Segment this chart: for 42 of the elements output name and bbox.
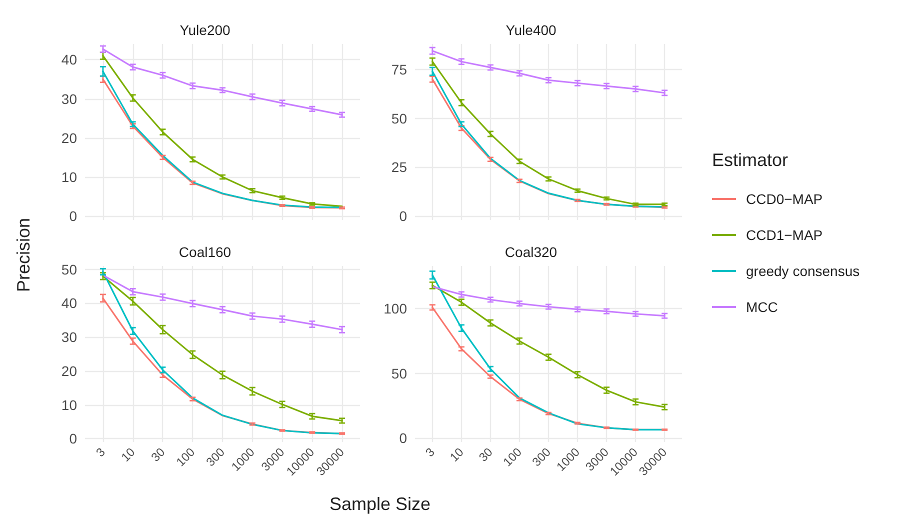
x-axis-title: Sample Size bbox=[329, 494, 431, 515]
y-tick-label: 100 bbox=[384, 300, 408, 317]
x-tick-label: 300 bbox=[529, 444, 554, 470]
x-tick-label: 100 bbox=[174, 444, 198, 470]
y-tick-label: 0 bbox=[69, 208, 78, 224]
y-tick-label: 50 bbox=[391, 110, 408, 126]
chart-title: Yule400 bbox=[506, 22, 557, 38]
y-tick-label: 0 bbox=[69, 430, 78, 447]
y-tick-label: 20 bbox=[61, 130, 78, 146]
x-tick-label: 30 bbox=[476, 444, 496, 464]
line-series bbox=[102, 274, 343, 330]
y-tick-label: 30 bbox=[61, 329, 78, 346]
y-tick-label: 0 bbox=[399, 430, 408, 446]
legend-label: greedy consensus bbox=[746, 263, 860, 279]
chart-title: Coal320 bbox=[504, 244, 558, 260]
y-tick-label: 20 bbox=[61, 362, 78, 379]
line-series bbox=[432, 50, 666, 94]
x-tick-label: 100 bbox=[500, 444, 525, 470]
chart-title: Yule200 bbox=[180, 22, 231, 38]
legend-title: Estimator bbox=[712, 150, 790, 171]
y-tick-label: 50 bbox=[61, 261, 78, 278]
x-tick-label: 3 bbox=[93, 444, 108, 460]
legend-label: CCD1−MAP bbox=[746, 227, 823, 243]
y-tick-label: 10 bbox=[61, 396, 78, 413]
chart-title: Coal160 bbox=[178, 244, 232, 260]
x-tick-label: 3 bbox=[422, 444, 438, 460]
y-tick-label: 75 bbox=[391, 61, 408, 78]
line-series bbox=[432, 284, 666, 408]
y-tick-label: 10 bbox=[61, 168, 78, 185]
legend-label: MCC bbox=[746, 299, 778, 315]
y-tick-label: 50 bbox=[391, 365, 408, 382]
x-tick-label: 10 bbox=[447, 444, 467, 464]
y-tick-label: 40 bbox=[61, 295, 78, 312]
x-tick-label: 10 bbox=[118, 444, 138, 464]
y-tick-label: 0 bbox=[399, 208, 408, 224]
x-tick-label: 300 bbox=[203, 444, 228, 470]
y-axis-title: Precision bbox=[14, 218, 34, 292]
legend-label: CCD0−MAP bbox=[746, 191, 823, 207]
y-tick-label: 30 bbox=[61, 90, 78, 107]
y-tick-label: 40 bbox=[61, 52, 78, 68]
y-tick-label: 25 bbox=[391, 159, 408, 176]
x-tick-label: 30 bbox=[148, 444, 168, 464]
